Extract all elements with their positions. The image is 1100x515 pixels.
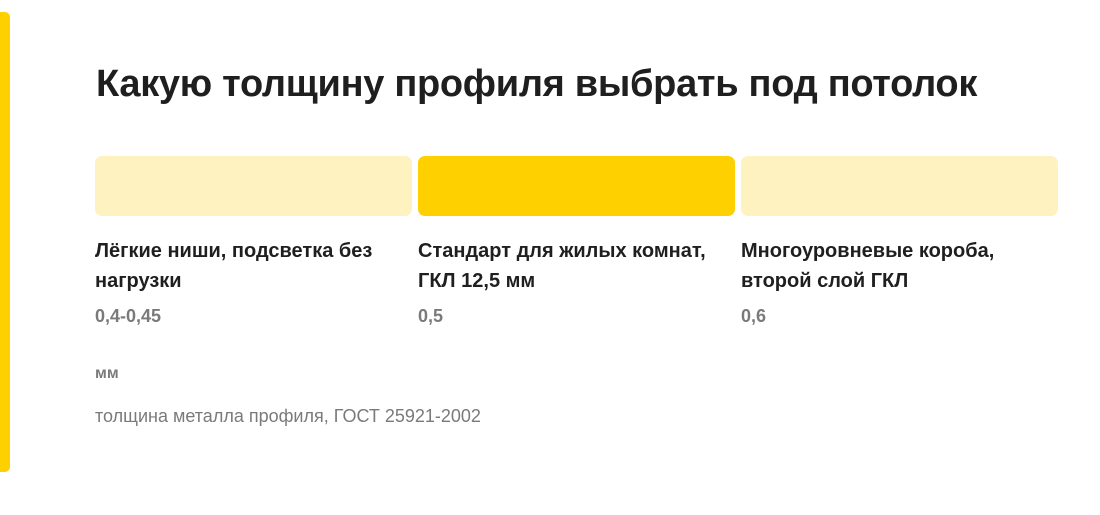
option-segment[interactable] (741, 156, 1058, 216)
option-value: 0,5 (418, 306, 444, 326)
page-title: Какую толщину профиля выбрать под потоло… (96, 63, 978, 105)
option-segment[interactable] (418, 156, 735, 216)
option-label: Лёгкие ниши, подсветка без нагрузки (95, 240, 373, 292)
option-label: Стандарт для жилых комнат, ГКЛ 12,5 мм (418, 240, 706, 292)
unit-label: мм (95, 365, 119, 382)
thickness-options: Лёгкие ниши, подсветка без нагрузки 0,4-… (95, 156, 1058, 328)
option-value: 0,6 (741, 306, 767, 326)
option-light[interactable]: Лёгкие ниши, подсветка без нагрузки 0,4-… (95, 156, 412, 328)
option-label: Многоуровневые короба, второй слой ГКЛ (741, 240, 995, 292)
caption: толщина металла профиля, ГОСТ 25921-2002 (95, 406, 481, 426)
option-segment[interactable] (95, 156, 412, 216)
option-standard[interactable]: Стандарт для жилых комнат, ГКЛ 12,5 мм 0… (418, 156, 735, 328)
accent-bar (0, 12, 10, 472)
option-value: 0,4-0,45 (95, 306, 162, 326)
option-multilevel[interactable]: Многоуровневые короба, второй слой ГКЛ 0… (741, 156, 1058, 328)
